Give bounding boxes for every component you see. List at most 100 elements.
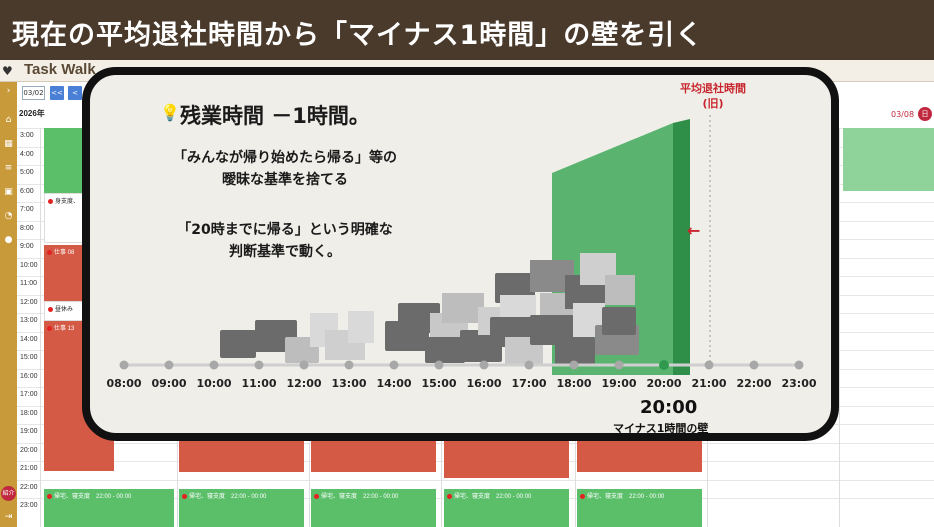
hour-label: 23:00 bbox=[20, 502, 38, 509]
day-column-divider bbox=[40, 128, 41, 527]
hour-label: 10:00 bbox=[20, 261, 38, 269]
weekday-badge: 日 bbox=[918, 107, 932, 121]
timeline-label: 20:00 bbox=[646, 377, 682, 390]
hour-label: 19:00 bbox=[20, 428, 38, 435]
date-field[interactable]: 03/02 bbox=[22, 86, 45, 100]
timeline-label: 17:00 bbox=[511, 377, 547, 390]
calendar-icon[interactable]: ▣ bbox=[4, 187, 13, 197]
timeline-dot bbox=[254, 360, 264, 370]
event-dot-icon bbox=[580, 493, 585, 499]
timeline-dot bbox=[659, 360, 669, 370]
lightbulb-icon: 💡 bbox=[160, 103, 180, 122]
date-header: 03/08 bbox=[891, 110, 915, 119]
home-event[interactable]: 帰宅、寝支度 22:00 - 00:00 bbox=[444, 489, 569, 527]
event-dot-icon bbox=[182, 493, 187, 499]
hour-label: 6:00 bbox=[20, 187, 34, 195]
timeline-dots bbox=[119, 360, 804, 370]
hour-row: 22:00 bbox=[17, 479, 934, 499]
hour-label: 15:00 bbox=[20, 354, 38, 361]
event-label: 帰宅、寝支度 22:00 - 00:00 bbox=[587, 494, 665, 500]
timeline-label: 11:00 bbox=[241, 377, 277, 390]
old-average-label-line2: (旧) bbox=[702, 97, 724, 110]
event-label: 帰宅、寝支度 22:00 - 00:00 bbox=[454, 494, 532, 500]
old-average-label-line1: 平均退社時間 bbox=[680, 82, 746, 95]
event-dot-icon bbox=[314, 493, 319, 499]
event-dot-icon bbox=[47, 249, 52, 255]
prev-day-button[interactable]: < bbox=[68, 86, 82, 100]
timeline-label: 23:00 bbox=[781, 377, 817, 390]
grid-icon[interactable]: ▦ bbox=[4, 139, 13, 149]
timeline-dot bbox=[434, 360, 444, 370]
timeline-label: 16:00 bbox=[466, 377, 502, 390]
hour-label: 13:00 bbox=[20, 317, 38, 324]
sleep-block[interactable] bbox=[843, 128, 934, 191]
overlay-illustration bbox=[119, 115, 804, 375]
hour-label: 17:00 bbox=[20, 391, 38, 398]
event-label: 仕事 13 bbox=[54, 326, 75, 332]
timeline-label: 15:00 bbox=[421, 377, 457, 390]
timeline-label: 08:00 bbox=[106, 377, 142, 390]
timeline-label: 14:00 bbox=[376, 377, 412, 390]
intro-button[interactable]: 紹介 bbox=[1, 486, 16, 501]
timeline-label: 12:00 bbox=[286, 377, 322, 390]
list-icon[interactable]: ≡ bbox=[4, 163, 13, 173]
wall-caption: マイナス1時間の壁 bbox=[613, 422, 709, 435]
timeline-label: 09:00 bbox=[151, 377, 187, 390]
hour-label: 12:00 bbox=[20, 298, 38, 306]
hour-label: 14:00 bbox=[20, 335, 38, 343]
hour-label: 7:00 bbox=[20, 206, 34, 213]
overlay-line-4: 判断基準で動く。 bbox=[229, 244, 341, 260]
overlay-line-2: 曖昧な基準を捨てる bbox=[222, 172, 348, 188]
event-label: 帰宅、寝支度 22:00 - 00:00 bbox=[189, 494, 267, 500]
user-icon[interactable]: ● bbox=[4, 235, 13, 245]
hour-label: 22:00 bbox=[20, 483, 38, 491]
timeline-dot bbox=[209, 360, 219, 370]
event-dot-icon bbox=[48, 306, 53, 312]
app-title: Task Walk bbox=[24, 61, 96, 78]
event-dot-icon bbox=[47, 493, 52, 499]
hour-label: 5:00 bbox=[20, 169, 34, 176]
timeline-dot bbox=[389, 360, 399, 370]
event-dot-icon bbox=[48, 198, 53, 204]
hour-label: 18:00 bbox=[20, 409, 38, 417]
home-event[interactable]: 帰宅、寝支度 22:00 - 00:00 bbox=[577, 489, 702, 527]
wall-arrow: ← bbox=[687, 221, 701, 240]
timeline-dot bbox=[794, 360, 804, 370]
timeline-label: 18:00 bbox=[556, 377, 592, 390]
event-label: 身支度、 bbox=[55, 199, 80, 205]
home-event[interactable]: 帰宅、寝支度 22:00 - 00:00 bbox=[44, 489, 174, 527]
hour-label: 8:00 bbox=[20, 224, 34, 232]
event-label: 仕事 08 bbox=[54, 250, 75, 256]
prev-week-button[interactable]: << bbox=[50, 86, 64, 100]
hour-label: 21:00 bbox=[20, 465, 38, 472]
banner-title: 現在の平均退社時間から「マイナス1時間」の壁を引く bbox=[0, 0, 934, 60]
hour-label: 9:00 bbox=[20, 243, 34, 250]
year-label: 2026年 bbox=[19, 109, 45, 118]
timeline-dot bbox=[119, 360, 129, 370]
timeline-dot bbox=[749, 360, 759, 370]
overlay-line-3: 「20時までに帰る」という明確な bbox=[177, 222, 393, 238]
home-event[interactable]: 帰宅、寝支度 22:00 - 00:00 bbox=[311, 489, 436, 527]
overlay-line-1: 「みんなが帰り始めたら帰る」等の bbox=[173, 150, 397, 166]
logout-icon[interactable]: ⇥ bbox=[4, 512, 13, 522]
event-label: 帰宅、寝支度 22:00 - 00:00 bbox=[54, 494, 132, 500]
hour-label: 11:00 bbox=[20, 280, 37, 287]
day-column-divider bbox=[839, 128, 840, 527]
timeline-label: 19:00 bbox=[601, 377, 637, 390]
timeline-dot bbox=[704, 360, 714, 370]
home-event[interactable]: 帰宅、寝支度 22:00 - 00:00 bbox=[179, 489, 304, 527]
work-pile bbox=[220, 253, 639, 365]
timeline-dot bbox=[164, 360, 174, 370]
timeline-label: 22:00 bbox=[736, 377, 772, 390]
expand-icon[interactable]: › bbox=[6, 86, 11, 96]
timeline-label: 21:00 bbox=[691, 377, 727, 390]
event-label: 昼休み bbox=[55, 307, 74, 313]
wall-time: 20:00 bbox=[640, 397, 698, 418]
bell-icon[interactable]: ◔ bbox=[4, 211, 13, 221]
event-dot-icon bbox=[447, 493, 452, 499]
hour-label: 16:00 bbox=[20, 372, 38, 380]
wall-edge bbox=[673, 119, 690, 375]
home-icon[interactable]: ⌂ bbox=[5, 115, 12, 125]
timeline-dot bbox=[614, 360, 624, 370]
timeline-label: 10:00 bbox=[196, 377, 232, 390]
